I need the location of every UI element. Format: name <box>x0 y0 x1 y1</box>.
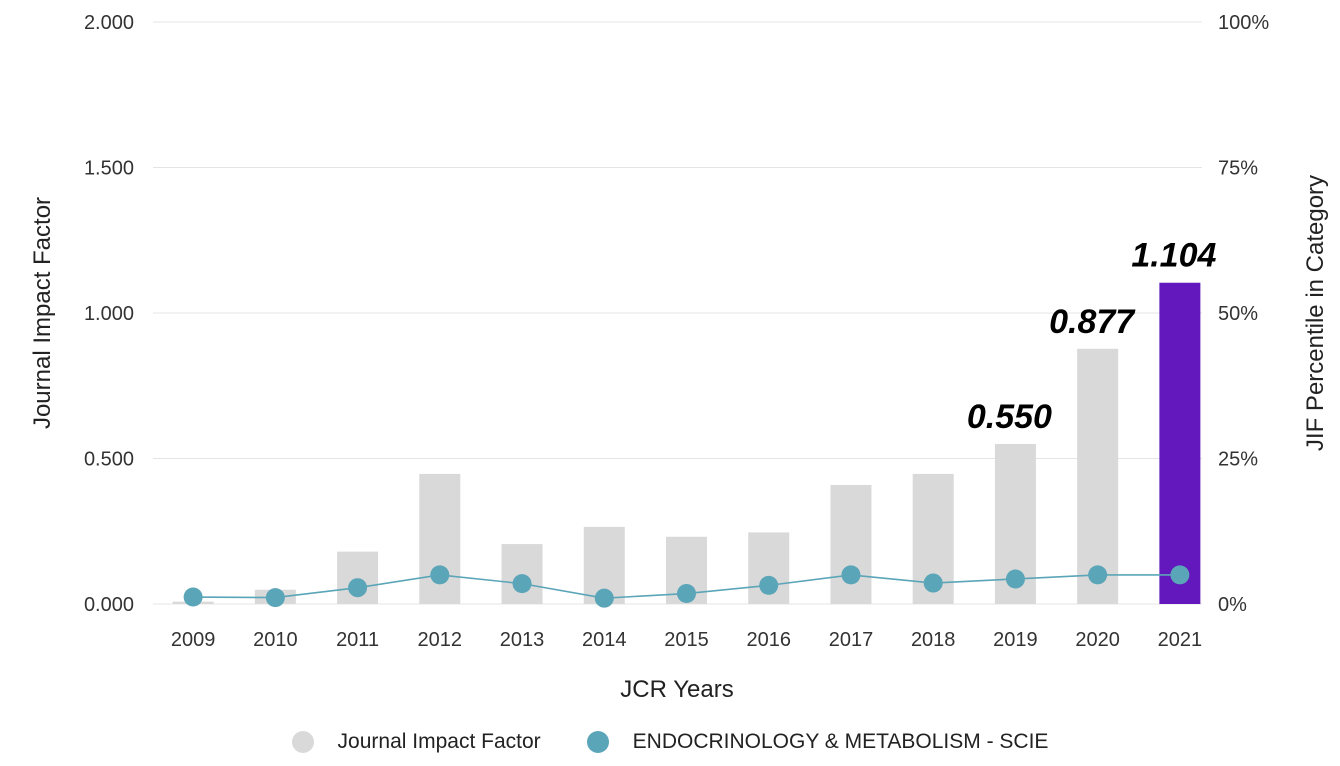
point-2016[interactable] <box>759 575 779 595</box>
point-2021[interactable] <box>1170 565 1190 585</box>
x-axis-ticks: 2009 2010 2011 2012 2013 2014 2015 2016 2017 2018… <box>171 629 1202 651</box>
x-tick-label: 2020 <box>1075 629 1120 651</box>
y-tick-label: 1.000 <box>84 303 134 325</box>
point-2019[interactable] <box>1005 569 1025 589</box>
x-tick-label: 2009 <box>171 629 216 651</box>
legend-marker-category <box>586 731 609 753</box>
x-tick-label: 2016 <box>746 629 791 651</box>
x-tick-label: 2010 <box>253 629 298 651</box>
jif-bars <box>172 282 1201 604</box>
bar-2012[interactable] <box>419 473 461 604</box>
bar-2020[interactable] <box>1077 348 1119 604</box>
point-2015[interactable] <box>677 584 696 604</box>
x-axis-title: JCR Years <box>620 676 733 703</box>
left-axis-ticks: 0.000 0.500 1.000 1.500 2.000 <box>84 12 134 616</box>
y2-tick-label: 50% <box>1218 303 1258 325</box>
legend-item-jif[interactable]: Journal Impact Factor <box>291 730 541 754</box>
x-tick-label: 2017 <box>829 629 874 651</box>
point-2020[interactable] <box>1088 565 1108 585</box>
jif-chart: 0.000 0.500 1.000 1.500 2.000 0% 25% 50% 75% 100… <box>29 12 1329 703</box>
point-2018[interactable] <box>923 573 943 593</box>
x-tick-label: 2021 <box>1158 629 1203 651</box>
data-label-2021: 1.104 <box>1131 237 1216 275</box>
x-tick-label: 2012 <box>418 629 463 651</box>
y-tick-label: 2.000 <box>84 12 134 34</box>
point-2014[interactable] <box>594 588 614 608</box>
y-tick-label: 0.000 <box>84 594 134 616</box>
x-tick-label: 2018 <box>911 629 956 651</box>
y2-tick-label: 100% <box>1218 12 1269 34</box>
legend-label-category: ENDOCRINOLOGY & METABOLISM - SCIE <box>632 730 1049 753</box>
grid-lines <box>153 21 1202 605</box>
point-2009[interactable] <box>183 587 203 607</box>
y2-tick-label: 0% <box>1218 594 1247 616</box>
legend-item-category[interactable]: ENDOCRINOLOGY & METABOLISM - SCIE <box>586 730 1049 754</box>
bar-2021[interactable] <box>1159 282 1201 604</box>
x-tick-label: 2011 <box>336 629 379 651</box>
y-tick-label: 0.500 <box>84 449 134 471</box>
point-2013[interactable] <box>512 574 532 594</box>
right-axis-ticks: 0% 25% 50% 75% 100% <box>1218 12 1269 616</box>
y-tick-label: 1.500 <box>84 158 134 180</box>
point-2012[interactable] <box>430 565 450 585</box>
y2-tick-label: 25% <box>1218 449 1258 471</box>
x-tick-label: 2014 <box>582 629 627 651</box>
data-label-2020: 0.877 <box>1049 303 1136 341</box>
x-tick-label: 2015 <box>664 629 709 651</box>
y2-axis-title: JIF Percentile in Category <box>1302 175 1329 451</box>
y-axis-title: Journal Impact Factor <box>29 197 56 429</box>
legend-label-jif: Journal Impact Factor <box>337 730 541 753</box>
data-labels: 0.550 0.877 1.104 <box>967 237 1217 436</box>
x-tick-label: 2013 <box>500 629 545 651</box>
legend-marker-jif <box>291 731 314 753</box>
bar-2013[interactable] <box>501 544 543 604</box>
point-2017[interactable] <box>841 565 861 585</box>
point-2010[interactable] <box>265 588 285 608</box>
y2-tick-label: 75% <box>1218 158 1258 180</box>
x-tick-label: 2019 <box>993 629 1038 651</box>
bar-2017[interactable] <box>830 484 872 604</box>
point-2011[interactable] <box>348 578 368 598</box>
legend: Journal Impact Factor ENDOCRINOLOGY & ME… <box>0 722 1340 762</box>
percentile-line <box>183 565 1190 608</box>
data-label-2019: 0.550 <box>967 398 1052 436</box>
